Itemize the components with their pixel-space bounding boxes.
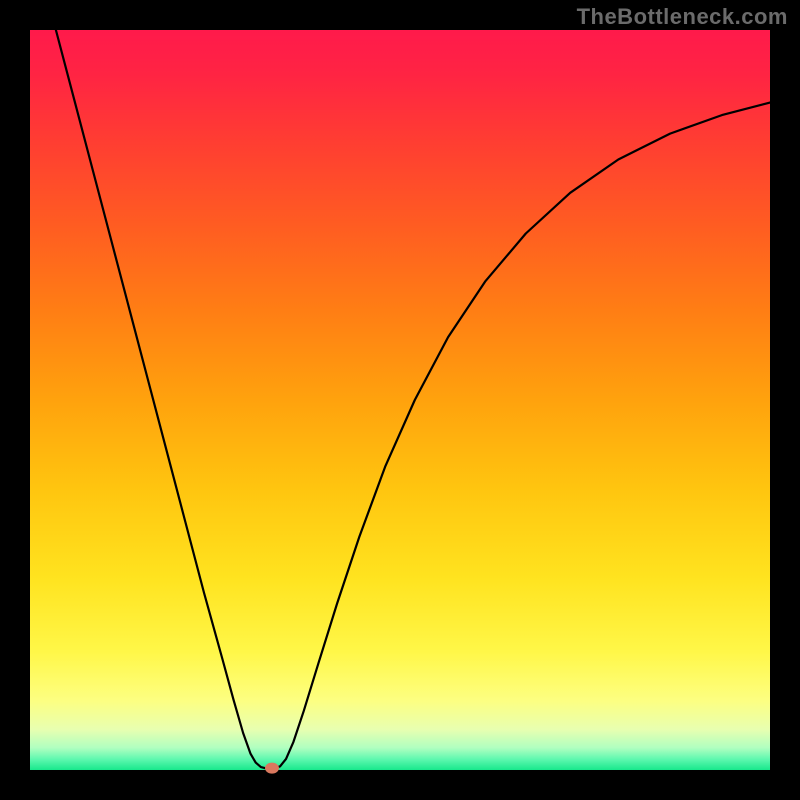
chart-svg [0,0,800,800]
plot-background [30,30,770,770]
bottleneck-chart: TheBottleneck.com [0,0,800,800]
watermark-text: TheBottleneck.com [577,4,788,30]
optimal-point-marker [265,763,279,774]
